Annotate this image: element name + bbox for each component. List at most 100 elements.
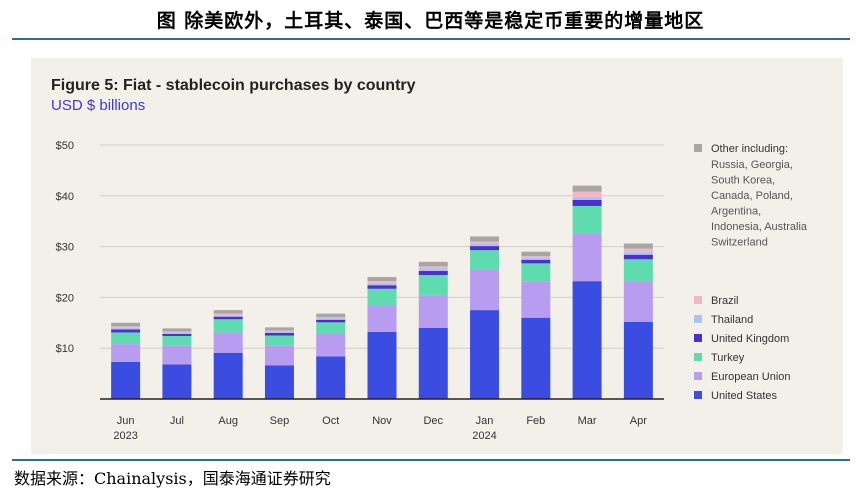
bar-segment-united-states [316, 356, 346, 399]
bar-segment-thailand [213, 315, 243, 317]
bar-segment-united-kingdom [521, 259, 551, 264]
legend-label: European Union [711, 371, 791, 383]
bar-segment-european-union [316, 332, 346, 357]
bar-segment-other-including [367, 277, 397, 282]
legend-label: Turkey [711, 352, 745, 364]
x-tick-label: Jun [117, 415, 135, 427]
bar-segment-brazil [162, 331, 192, 333]
legend-label: United States [711, 390, 778, 402]
bar-segment-united-states [213, 352, 243, 399]
y-tick-label: $20 [56, 292, 74, 304]
legend-detail-label: South Korea, [711, 175, 775, 187]
legend-label: Thailand [711, 314, 753, 326]
bar-segment-thailand [111, 327, 141, 330]
bar-segment-european-union [111, 344, 141, 362]
bar-segment-european-union [367, 306, 397, 332]
y-tick-label: $50 [56, 140, 74, 152]
bar-segment-brazil [572, 191, 602, 197]
bar-segment-european-union [162, 345, 192, 365]
legend-detail-label: Argentina, [711, 206, 761, 218]
legend-swatch [694, 144, 702, 152]
legend-label: Brazil [711, 295, 739, 307]
bar-segment-other-including [623, 243, 653, 249]
x-tick-label: Jul [170, 415, 184, 427]
bar-segment-thailand [623, 252, 653, 255]
bar-segment-other-including [572, 185, 602, 192]
bar-segment-other-including [521, 251, 551, 257]
bar-segment-united-kingdom [418, 270, 448, 276]
bar-segment-united-kingdom [316, 319, 346, 323]
bar-segment-united-states [470, 310, 500, 399]
legend-swatch [694, 391, 702, 399]
bar-segment-european-union [264, 345, 294, 366]
bar-segment-turkey [316, 322, 346, 333]
x-tick-label: Sep [270, 415, 290, 427]
legend-swatch [694, 353, 702, 361]
title-divider [12, 38, 850, 40]
bar-segment-other-including [316, 313, 346, 318]
bar-segment-thailand [162, 332, 192, 334]
bar-segment-european-union [418, 295, 448, 328]
bar-segment-brazil [470, 241, 500, 244]
x-tick-label: Apr [630, 415, 647, 427]
bar-segment-united-states [418, 327, 448, 399]
legend-swatch [694, 372, 702, 380]
bar-segment-thailand [264, 331, 294, 333]
bar-segment-thailand [521, 257, 551, 260]
legend-swatch [694, 334, 702, 342]
bar-segment-brazil [264, 330, 294, 332]
x-tick-year-label: 2024 [472, 430, 496, 442]
y-tick-label: $10 [56, 343, 74, 355]
bar-segment-turkey [111, 332, 141, 345]
chart-subtitle: USD $ billions [51, 97, 146, 114]
source-note: 数据来源：Chainalysis，国泰海通证券研究 [14, 469, 331, 488]
bar-segment-united-kingdom [367, 285, 397, 289]
bar-segment-brazil [367, 281, 397, 284]
bar-segment-turkey [367, 288, 397, 307]
bar-segment-turkey [213, 319, 243, 333]
bar-segment-european-union [470, 269, 500, 311]
bar-segment-turkey [623, 259, 653, 282]
chart-title: Figure 5: Fiat - stablecoin purchases by… [51, 77, 416, 94]
bar-segment-thailand [418, 268, 448, 271]
bar-segment-european-union [213, 332, 243, 353]
legend-label: Other including: [711, 143, 788, 155]
bar-segment-european-union [521, 281, 551, 318]
bar-segment-united-kingdom [162, 333, 192, 337]
legend-label: United Kingdom [711, 333, 789, 345]
x-tick-label: Dec [423, 415, 443, 427]
bar-segment-other-including [213, 310, 243, 314]
y-tick-label: $40 [56, 191, 74, 203]
bar-segment-brazil [111, 326, 141, 328]
legend-detail-label: Indonesia, Australia [711, 221, 808, 233]
x-tick-label: Jan [476, 415, 494, 427]
bar-segment-united-states [162, 364, 192, 399]
bar-segment-turkey [521, 263, 551, 282]
bar-segment-united-kingdom [111, 329, 141, 333]
bar-segment-thailand [367, 283, 397, 286]
bar-segment-other-including [162, 328, 192, 332]
legend-detail-label: Switzerland [711, 237, 768, 249]
bar-segment-united-kingdom [213, 316, 243, 320]
bar-segment-united-states [521, 317, 551, 399]
x-tick-label: Aug [218, 415, 238, 427]
bar-segment-brazil [316, 317, 346, 319]
bar-segment-united-states [572, 281, 602, 399]
bar-segment-european-union [572, 233, 602, 282]
bar-segment-thailand [316, 318, 346, 320]
x-tick-label: Oct [322, 415, 339, 427]
bar-segment-turkey [264, 335, 294, 346]
bar-segment-european-union [623, 281, 653, 322]
bar-segment-united-kingdom [623, 254, 653, 260]
bar-segment-other-including [470, 236, 500, 242]
page-title: 图 除美欧外，土耳其、泰国、巴西等是稳定币重要的增量地区 [156, 10, 705, 32]
bar-segment-united-kingdom [572, 199, 602, 206]
bar-segment-thailand [470, 243, 500, 247]
x-tick-label: Nov [372, 415, 392, 427]
bar-segment-other-including [111, 322, 141, 327]
bar-segment-brazil [418, 266, 448, 269]
bar-segment-united-kingdom [470, 246, 500, 251]
bar-segment-other-including [264, 327, 294, 331]
bar-segment-united-kingdom [264, 332, 294, 336]
bar-segment-united-states [367, 331, 397, 399]
